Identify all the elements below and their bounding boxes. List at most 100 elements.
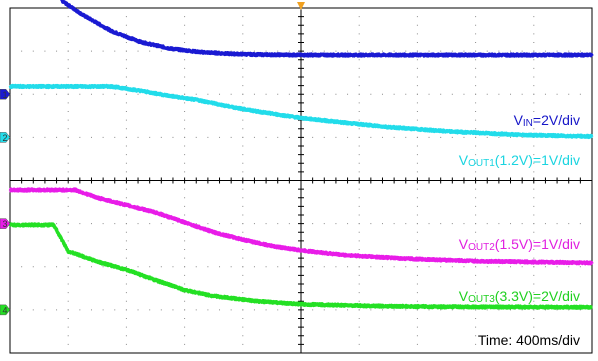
grid-dot [416,318,418,319]
grid-dot [137,266,139,268]
grid-dot [207,223,209,225]
grid-dot [125,102,127,104]
grid-dot [184,292,186,294]
ground-marker-ch1 [0,89,11,100]
grid-dot [428,266,430,268]
grid-dot [416,24,418,26]
grid-dot [451,309,453,311]
grid-dot [475,205,477,207]
grid-dot [230,223,232,225]
grid-dot [137,50,139,52]
grid-dot [358,128,360,130]
grid-dot [288,50,290,52]
grid-dot [416,50,418,52]
grid-dot [533,205,535,207]
grid-dot [242,257,244,259]
grid-dot [475,318,477,319]
grid-dot [149,50,151,52]
grid-dot [358,335,360,337]
grid-dot [184,145,186,147]
grid-dot [125,214,127,216]
label-ch2: VOUT1(1.2V)=1V/div [459,152,580,169]
grid-dot [579,223,581,225]
grid-dot [521,266,523,268]
grid-dot [67,136,69,138]
grid-dot [416,231,418,233]
grid-dot [184,205,186,207]
grid-dot [125,223,127,225]
grid-dot [160,50,162,52]
grid-dot [533,102,535,104]
grid-dot [184,326,186,328]
grid-dot [416,300,418,302]
grid-dot [475,16,477,18]
ground-marker-ch3 [0,218,11,229]
grid-dot [184,102,186,104]
grid-dot [242,214,244,216]
grid-dot [475,76,477,78]
grid-dot [242,283,244,285]
grid-dot [486,50,488,52]
grid-dot [451,136,453,138]
grid-dot [416,111,418,112]
grid-dot [125,154,127,156]
grid-dot [405,309,407,311]
label-ch4: VOUT3(3.3V)=2V/div [459,288,580,305]
grid-dot [195,136,197,138]
grid-dot [114,93,116,95]
grid-dot [184,318,186,319]
grid-dot [358,240,360,242]
grid-dot [428,223,430,225]
grid-dot [195,223,197,225]
grid-dot [475,93,477,95]
grid-dot [347,266,349,268]
grid-dot [242,24,244,26]
grid-dot [184,111,186,112]
grid-dot [510,223,512,225]
grid-dot [277,223,279,225]
grid-dot [184,214,186,216]
grid-dot [347,136,349,138]
grid-dot [184,154,186,156]
grid-dot [230,50,232,52]
grid-dot [137,309,139,311]
grid-dot [358,33,360,35]
grid-dot [533,42,535,43]
grid-dot [579,93,581,95]
grid-dot [184,128,186,130]
grid-dot [242,85,244,87]
grid-dot [463,50,465,52]
grid-dot [475,102,477,104]
grid-dot [533,33,535,35]
grid-dot [475,145,477,147]
grid-dot [184,59,186,61]
grid-dot [416,292,418,294]
grid-dot [428,136,430,138]
grid-dot [533,24,535,26]
grid-dot [242,188,244,190]
grid-dot [125,119,127,121]
trace-ch3 [8,187,594,266]
grid-dot [416,249,418,250]
grid-dot [312,93,314,95]
label-sub-ch1: IN [523,118,533,129]
grid-dot [114,136,116,138]
ground-marker-ch4 [0,304,11,316]
grid-dot [207,136,209,138]
grid-dot [242,343,244,345]
traces [8,0,594,310]
grid-dot [253,266,255,268]
grid-dot [381,223,383,225]
grid-dot [184,231,186,233]
grid-dot [242,67,244,69]
grid-dot [172,223,174,225]
grid-dot [475,343,477,345]
grid-dot [67,119,69,121]
grid-dot [568,309,570,311]
grid-dot [521,223,523,225]
grid-dot [288,223,290,225]
grid-dot [79,309,81,311]
grid-dot [90,223,92,225]
grid-dot [533,171,535,173]
grid-dot [125,59,127,61]
